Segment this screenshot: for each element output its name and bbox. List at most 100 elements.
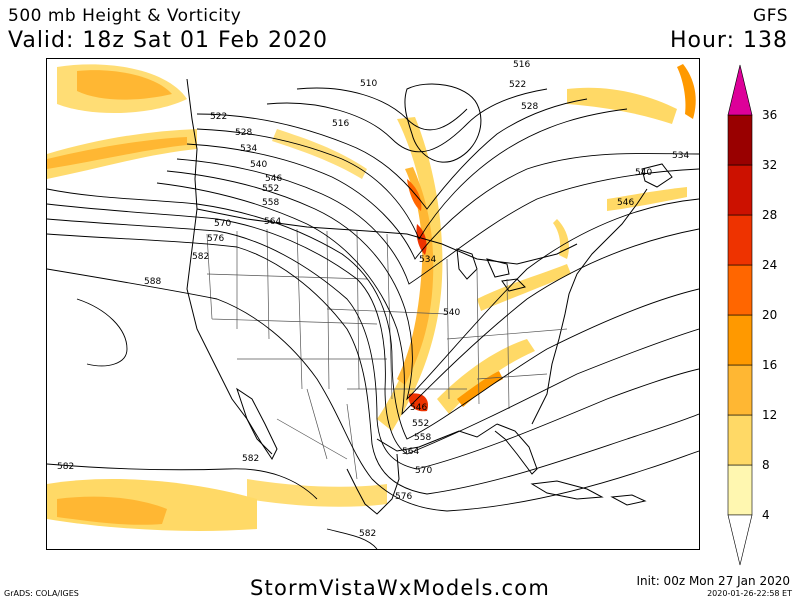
colorbar-segment bbox=[727, 164, 753, 216]
contour-label-558: 558 bbox=[262, 198, 279, 208]
vorticity-band-pacific-jet-core bbox=[47, 137, 187, 169]
colorbar-tick-label: 8 bbox=[762, 458, 770, 472]
contour-582 bbox=[47, 268, 699, 512]
contour-label-546-gulf: 546 bbox=[410, 403, 427, 413]
state-lines-central bbox=[326, 230, 467, 400]
contour-label-564-gulf: 564 bbox=[402, 447, 419, 457]
contour-label-582-bottom: 582 bbox=[359, 529, 376, 539]
height-contours bbox=[47, 87, 699, 549]
cuba-outline bbox=[530, 480, 604, 500]
colorbar-segment bbox=[727, 264, 753, 316]
vorticity-tropical-core bbox=[57, 496, 167, 525]
map-canvas: 510 516 522 528 534 540 546 552 558 564 … bbox=[47, 60, 699, 549]
contour-540 bbox=[176, 158, 699, 285]
generation-timestamp: 2020-01-26-22:58 ET bbox=[707, 589, 792, 598]
contour-label-570: 570 bbox=[214, 219, 231, 229]
contour-label-552-gulf: 552 bbox=[412, 419, 429, 429]
contour-label-546: 546 bbox=[265, 174, 282, 184]
contour-label-534-east: 534 bbox=[672, 151, 689, 161]
contour-516 bbox=[266, 88, 548, 153]
colorbar-tick-label: 20 bbox=[762, 308, 777, 322]
contour-label-576-south: 576 bbox=[395, 492, 412, 502]
baja-coast bbox=[236, 387, 278, 460]
vorticity-southeast-core bbox=[457, 371, 503, 407]
state-lines-west bbox=[206, 228, 387, 390]
contour-588 bbox=[76, 298, 128, 367]
contour-582-south bbox=[47, 463, 318, 500]
vorticity-colorbar: 4 8 12 16 20 24 28 32 36 bbox=[718, 60, 798, 570]
vorticity-max-north bbox=[407, 179, 422, 211]
contour-label-528: 528 bbox=[235, 128, 252, 138]
colorbar-tick-label: 24 bbox=[762, 258, 777, 272]
contour-label-534-lakes: 534 bbox=[419, 255, 436, 265]
vorticity-east-atlantic bbox=[607, 187, 687, 211]
colorbar-tick-label: 12 bbox=[762, 408, 777, 422]
contour-label-516-ne: 516 bbox=[513, 60, 530, 70]
contour-570 bbox=[47, 218, 699, 470]
contour-label-540-east: 540 bbox=[635, 168, 652, 178]
colorbar-max-arrow bbox=[727, 64, 753, 116]
grads-credit: GrADS: COLA/IGES bbox=[4, 589, 79, 598]
mexico-gulf-coast bbox=[346, 453, 400, 515]
contour-522 bbox=[196, 98, 588, 210]
vorticity-west-canada bbox=[272, 129, 367, 179]
contour-label-540: 540 bbox=[250, 160, 267, 170]
vorticity-trough-core bbox=[397, 167, 434, 385]
colorbar-tick-label: 4 bbox=[762, 508, 770, 522]
vorticity-shading bbox=[47, 64, 696, 531]
vorticity-north-atlantic bbox=[567, 87, 677, 124]
colorbar-segment bbox=[727, 414, 753, 466]
contour-510 bbox=[296, 87, 468, 131]
state-lines-east bbox=[446, 258, 568, 410]
colorbar-min-arrow bbox=[727, 514, 753, 566]
vorticity-southeast-band bbox=[437, 339, 535, 414]
valid-time: Valid: 18z Sat 01 Feb 2020 bbox=[8, 28, 328, 53]
vorticity-max-gulf bbox=[408, 393, 429, 412]
contour-label-522-ne: 522 bbox=[509, 80, 526, 90]
vorticity-labrador bbox=[677, 64, 696, 119]
contour-label-582: 582 bbox=[192, 252, 209, 262]
contour-labels: 510 516 522 528 534 540 546 552 558 564 … bbox=[57, 60, 689, 539]
colorbar-tick-label: 28 bbox=[762, 208, 777, 222]
colorbar-segment bbox=[727, 114, 753, 166]
vorticity-gulf-alaska-core bbox=[77, 70, 172, 100]
east-coast-line bbox=[531, 188, 648, 425]
contour-label-576: 576 bbox=[207, 234, 224, 244]
colorbar-segment bbox=[727, 314, 753, 366]
contour-label-558-gulf: 558 bbox=[414, 433, 431, 443]
contour-label-552: 552 bbox=[262, 184, 279, 194]
contour-582-bottom bbox=[326, 528, 378, 549]
contour-label-528-ne: 528 bbox=[521, 102, 538, 112]
mexico-state-lines bbox=[276, 388, 358, 480]
hispaniola-outline bbox=[610, 494, 647, 506]
init-time: Init: 00z Mon 27 Jan 2020 bbox=[636, 574, 790, 588]
model-name: GFS bbox=[753, 6, 788, 26]
vorticity-mexico-band bbox=[247, 479, 387, 507]
contour-label-564: 564 bbox=[264, 217, 281, 227]
contour-552 bbox=[156, 182, 699, 416]
contour-label-510: 510 bbox=[360, 79, 377, 89]
gulf-coast-line bbox=[376, 423, 498, 452]
vorticity-northeast-coast bbox=[553, 219, 569, 259]
colorbar-segment bbox=[727, 214, 753, 266]
contour-label-588: 588 bbox=[144, 277, 161, 287]
colorbar-segment bbox=[727, 464, 753, 516]
contour-564 bbox=[47, 203, 699, 455]
contour-label-570-south: 570 bbox=[415, 466, 432, 476]
chart-title: 500 mb Height & Vorticity bbox=[8, 6, 242, 26]
site-url: StormVistaWxModels.com bbox=[249, 576, 551, 600]
contour-label-546-east: 546 bbox=[617, 198, 634, 208]
contour-576 bbox=[47, 233, 699, 495]
hudson-bay-outline bbox=[404, 83, 482, 163]
contour-528 bbox=[196, 108, 628, 241]
colorbar-canvas: 4 8 12 16 20 24 28 32 36 bbox=[727, 64, 777, 566]
state-boundaries bbox=[206, 228, 568, 480]
contour-546 bbox=[166, 170, 699, 401]
great-lakes bbox=[456, 248, 526, 292]
contour-534 bbox=[186, 143, 699, 260]
contour-label-582-mexico: 582 bbox=[242, 454, 259, 464]
colorbar-tick-label: 36 bbox=[762, 108, 777, 122]
contour-label-582-west: 582 bbox=[57, 462, 74, 472]
vorticity-trough-axis bbox=[377, 117, 443, 431]
colorbar-segment bbox=[727, 364, 753, 416]
